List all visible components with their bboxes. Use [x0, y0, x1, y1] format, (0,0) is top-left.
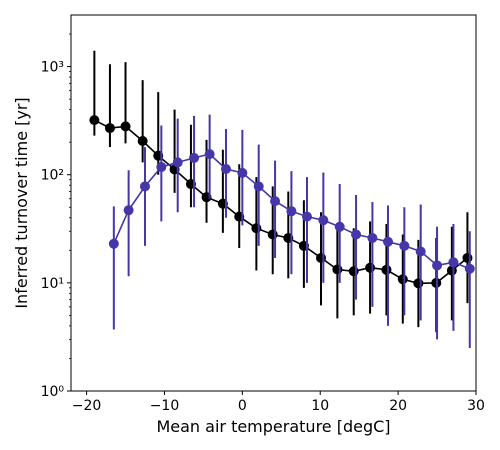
data-point — [432, 260, 443, 271]
data-point — [397, 274, 408, 285]
data-point — [318, 215, 329, 226]
y-tick-label: 10³ — [41, 60, 64, 76]
plot-frame — [70, 14, 477, 392]
data-point — [204, 149, 215, 160]
x-tick-label: 10 — [311, 398, 329, 414]
data-point — [365, 262, 376, 273]
data-point — [415, 246, 426, 257]
data-point — [316, 252, 327, 263]
data-point — [104, 123, 115, 134]
data-point — [137, 136, 148, 147]
data-point — [332, 264, 343, 275]
data-point — [413, 278, 424, 289]
data-point — [381, 264, 392, 275]
data-point — [156, 161, 167, 172]
data-point — [348, 266, 359, 277]
data-point — [462, 252, 473, 263]
x-tick-label: 20 — [389, 398, 407, 414]
data-point — [464, 263, 475, 274]
x-tick-label: 0 — [238, 398, 247, 414]
data-point — [123, 205, 134, 216]
data-point — [89, 115, 100, 126]
x-tick-label: −10 — [150, 398, 180, 414]
data-point — [448, 257, 459, 268]
x-axis-label: Mean air temperature [degC] — [156, 417, 390, 436]
data-point — [399, 240, 410, 251]
y-axis-label: Inferred turnover time [yr] — [12, 97, 31, 308]
data-point — [108, 238, 119, 249]
data-point — [351, 229, 362, 240]
plot-area — [89, 50, 475, 348]
data-point — [446, 265, 457, 276]
series-2 — [108, 114, 475, 348]
data-point — [301, 211, 312, 222]
data-point — [270, 196, 281, 207]
y-tick-label: 10¹ — [41, 276, 64, 292]
y-tick-label: 10² — [41, 168, 64, 184]
x-tick-label: 30 — [467, 398, 485, 414]
data-point — [220, 163, 231, 174]
data-point — [267, 229, 278, 240]
x-tick-label: −20 — [72, 398, 102, 414]
data-point — [367, 232, 378, 243]
data-point — [237, 167, 248, 178]
data-point — [382, 236, 393, 247]
data-point — [139, 181, 150, 192]
data-point — [253, 181, 264, 192]
data-point — [334, 221, 345, 232]
data-point — [120, 121, 131, 132]
data-point — [286, 206, 297, 217]
data-point — [189, 152, 200, 163]
axis-ticks: −20 −10 0 10 20 30 10⁰ 10¹ 10² 10³ — [41, 33, 485, 414]
y-tick-label: 10⁰ — [41, 384, 65, 400]
data-point — [251, 223, 262, 234]
data-point — [172, 157, 183, 168]
